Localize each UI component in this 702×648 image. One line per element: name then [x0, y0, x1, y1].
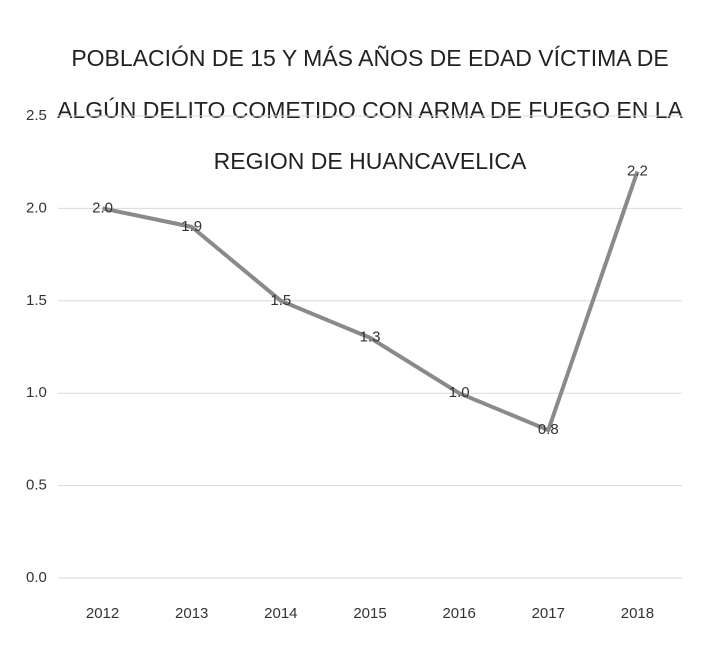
- x-tick-label: 2017: [532, 605, 565, 622]
- x-tick-label: 2015: [353, 605, 386, 622]
- chart-title: ALGÚN DELITO COMETIDO CON ARMA DE FUEGO …: [57, 97, 683, 123]
- y-tick-label: 2.5: [26, 107, 47, 124]
- y-tick-label: 1.5: [26, 292, 47, 309]
- data-label: 0.8: [538, 421, 559, 438]
- y-tick-label: 1.0: [26, 384, 47, 401]
- x-tick-label: 2014: [264, 605, 297, 622]
- x-tick-label: 2012: [86, 605, 119, 622]
- data-line: [102, 170, 640, 433]
- x-tick-label: 2018: [621, 605, 654, 622]
- data-label: 1.3: [360, 329, 381, 346]
- data-label: 2.2: [627, 162, 648, 179]
- y-tick-label: 2.0: [26, 199, 47, 216]
- x-tick-label: 2013: [175, 605, 208, 622]
- data-label: 1.0: [449, 384, 470, 401]
- chart-title: REGION DE HUANCAVELICA: [214, 148, 527, 174]
- y-tick-label: 0.5: [26, 477, 47, 494]
- data-label: 2.0: [92, 199, 113, 216]
- y-tick-label: 0.0: [26, 569, 47, 586]
- chart-title: POBLACIÓN DE 15 Y MÁS AÑOS DE EDAD VÍCTI…: [71, 45, 668, 71]
- data-label: 1.5: [270, 292, 291, 309]
- data-label: 1.9: [181, 218, 202, 235]
- x-tick-label: 2016: [442, 605, 475, 622]
